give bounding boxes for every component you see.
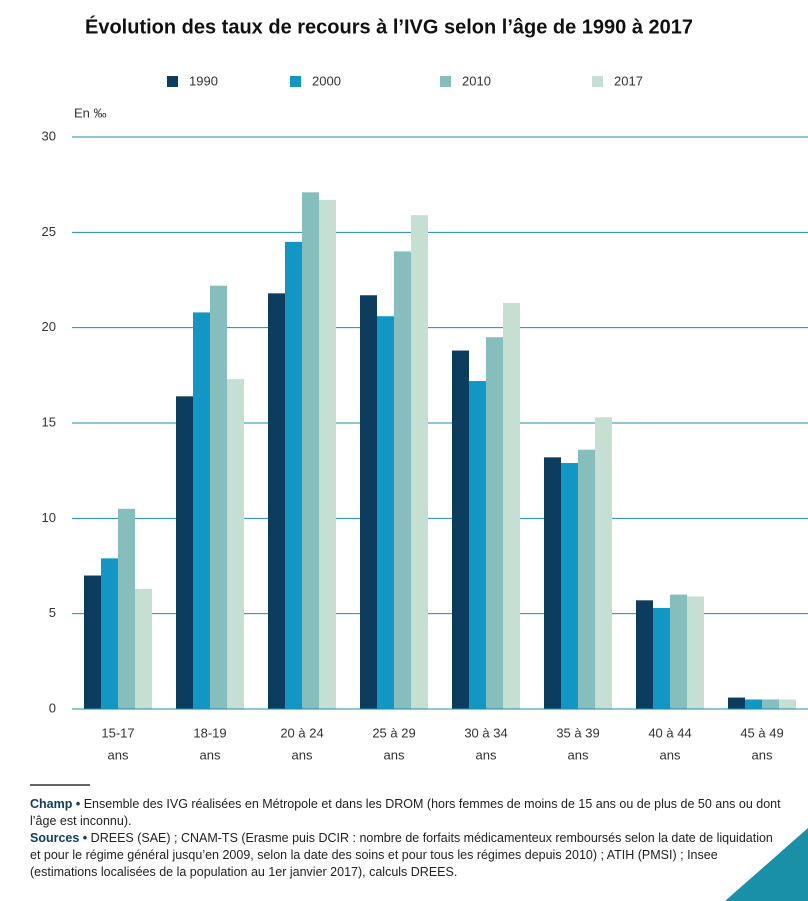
bar <box>193 312 210 709</box>
y-tick-label: 20 <box>42 319 56 334</box>
x-tick-label: 15-17 <box>101 725 134 740</box>
corner-decoration <box>725 828 808 901</box>
bar <box>636 600 653 709</box>
bar <box>745 699 762 709</box>
legend-swatch <box>592 76 603 87</box>
note: Sources • DREES (SAE) ; CNAM-TS (Erasme … <box>30 830 785 881</box>
bar <box>302 192 319 709</box>
bar <box>595 417 612 709</box>
x-tick-label: ans <box>476 747 497 762</box>
legend-label: 1990 <box>189 73 218 88</box>
bar <box>544 457 561 709</box>
bar <box>394 251 411 709</box>
legend-swatch <box>167 76 178 87</box>
x-tick-label: 45 à 49 <box>740 725 783 740</box>
bar <box>779 699 796 709</box>
bar <box>118 508 135 709</box>
bar <box>319 199 336 710</box>
legend-label: 2000 <box>312 73 341 88</box>
bar <box>360 295 377 709</box>
x-tick-label: 35 à 39 <box>556 725 599 740</box>
legend-swatch <box>440 76 451 87</box>
bar <box>653 607 670 709</box>
notes: Champ • Ensemble des IVG réalisées en Mé… <box>30 796 785 901</box>
bar <box>452 350 469 709</box>
y-tick-label: 10 <box>42 510 56 525</box>
x-tick-label: ans <box>660 747 681 762</box>
note-text: Ensemble des IVG réalisées en Métropole … <box>30 797 781 828</box>
x-tick-label: ans <box>108 747 129 762</box>
note-text: DREES (SAE) ; CNAM-TS (Erasme puis DCIR … <box>30 831 773 879</box>
bar <box>728 697 745 709</box>
bar <box>486 337 503 709</box>
x-tick-label: ans <box>384 747 405 762</box>
note: Champ • Ensemble des IVG réalisées en Mé… <box>30 796 785 830</box>
y-tick-label: 30 <box>42 128 56 143</box>
y-tick-label: 5 <box>49 605 56 620</box>
x-tick-label: ans <box>752 747 773 762</box>
bar <box>578 449 595 709</box>
legend-swatch <box>290 76 301 87</box>
y-tick-label: 15 <box>42 414 56 429</box>
x-tick-label: 30 à 34 <box>464 725 507 740</box>
y-axis-label: En ‰ <box>74 105 107 120</box>
bar <box>670 594 687 709</box>
bar <box>377 316 394 709</box>
bar <box>469 381 486 709</box>
bar <box>135 588 152 709</box>
bar <box>687 596 704 709</box>
bar <box>503 302 520 709</box>
chart-title: Évolution des taux de recours à l’IVG se… <box>85 15 693 38</box>
y-tick-label: 0 <box>49 700 56 715</box>
x-tick-label: ans <box>292 747 313 762</box>
bar <box>285 241 302 709</box>
bar <box>411 215 428 709</box>
bar <box>762 699 779 709</box>
x-tick-label: ans <box>200 747 221 762</box>
note-label: Sources • <box>30 831 88 845</box>
bar <box>176 396 193 709</box>
bar <box>84 575 101 709</box>
x-tick-label: 18-19 <box>193 725 226 740</box>
bar <box>561 463 578 709</box>
bar <box>210 285 227 709</box>
legend-label: 2010 <box>462 73 491 88</box>
x-tick-label: 40 à 44 <box>648 725 691 740</box>
legend-label: 2017 <box>614 73 643 88</box>
bar <box>227 379 244 709</box>
x-tick-label: 25 à 29 <box>372 725 415 740</box>
bar <box>268 293 285 709</box>
bar <box>101 558 118 709</box>
x-tick-label: 20 à 24 <box>280 725 323 740</box>
x-tick-label: ans <box>568 747 589 762</box>
y-tick-label: 25 <box>42 224 56 239</box>
note-label: Champ • <box>30 797 81 811</box>
